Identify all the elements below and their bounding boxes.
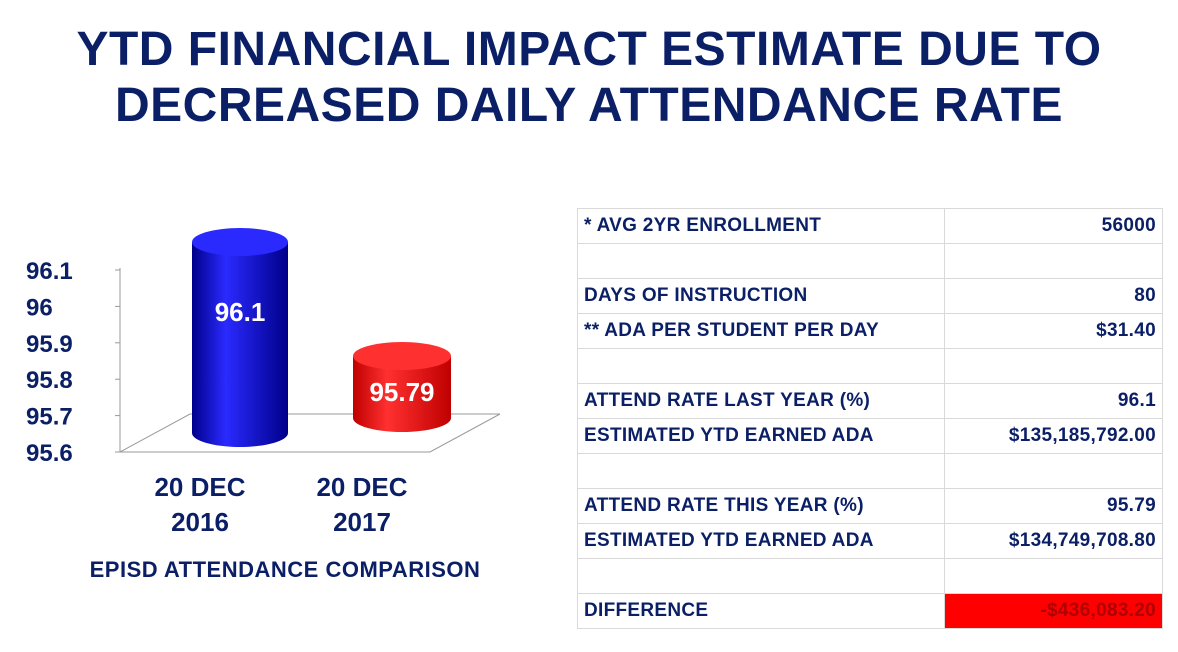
title-line-2: DECREASED DAILY ATTENDANCE RATE — [114, 79, 1064, 132]
row-label: DAYS OF INSTRUCTION — [577, 278, 945, 314]
chart-caption: EPISD ATTENDANCE COMPARISON — [89, 557, 481, 582]
table-row: DAYS OF INSTRUCTION 80 — [577, 278, 1163, 314]
bar-top-1 — [353, 342, 451, 370]
row-value: $31.40 — [944, 313, 1163, 349]
table-row: DIFFERENCE -$436,083.20 — [577, 593, 1163, 629]
row-label: ATTEND RATE THIS YEAR (%) — [577, 488, 945, 524]
table-row — [577, 453, 1163, 489]
category-label-1: 20 DEC — [316, 472, 407, 502]
data-label-1: 95.79 — [369, 377, 434, 407]
y-tick-label: 96.1 — [26, 258, 73, 285]
row-value: 95.79 — [944, 488, 1163, 524]
row-value — [944, 453, 1163, 489]
row-value: 80 — [944, 278, 1163, 314]
table-row — [577, 243, 1163, 279]
y-tick-label: 95.8 — [26, 367, 73, 394]
table-row: ATTEND RATE LAST YEAR (%) 96.1 — [577, 383, 1163, 419]
bar-0 — [192, 242, 288, 447]
title-line-1: YTD FINANCIAL IMPACT ESTIMATE DUE TO — [76, 23, 1102, 76]
row-label: ATTEND RATE LAST YEAR (%) — [577, 383, 945, 419]
bar-top-0 — [192, 228, 288, 256]
y-tick-label: 95.9 — [26, 331, 73, 358]
row-value: 96.1 — [944, 383, 1163, 419]
table-row: ATTEND RATE THIS YEAR (%) 95.79 — [577, 488, 1163, 524]
row-label: * AVG 2YR ENROLLMENT — [577, 208, 945, 244]
row-value: -$436,083.20 — [944, 593, 1163, 629]
row-label: DIFFERENCE — [577, 593, 945, 629]
row-value: $134,749,708.80 — [944, 523, 1163, 559]
table-row — [577, 348, 1163, 384]
category-label-0: 20 DEC — [154, 472, 245, 502]
y-tick-label: 96 — [26, 294, 53, 321]
row-value: $135,185,792.00 — [944, 418, 1163, 454]
attendance-chart-svg: 95.6 95.7 95.8 95.9 96 96.1 96.1 20 DEC 2016 95.7… — [26, 228, 501, 537]
category-label-0: 2016 — [171, 507, 229, 537]
table-row: ** ADA PER STUDENT PER DAY $31.40 — [577, 313, 1163, 349]
data-label-0: 96.1 — [215, 297, 266, 327]
y-tick-label: 95.6 — [26, 440, 73, 467]
row-label: ESTIMATED YTD EARNED ADA — [577, 523, 945, 559]
financial-table: * AVG 2YR ENROLLMENT 56000 DAYS OF INSTRUC… — [577, 208, 1163, 629]
attendance-chart: 95.6 95.7 95.8 95.9 96 96.1 96.1 20 DEC 2016 95.7… — [0, 190, 560, 610]
row-value: 56000 — [944, 208, 1163, 244]
table-row: ESTIMATED YTD EARNED ADA $134,749,708.80 — [577, 523, 1163, 559]
row-label — [577, 453, 945, 489]
row-value — [944, 243, 1163, 279]
row-value — [944, 558, 1163, 594]
table-row: * AVG 2YR ENROLLMENT 56000 — [577, 208, 1163, 244]
y-tick-label: 95.7 — [26, 404, 73, 431]
row-label — [577, 243, 945, 279]
bar-1 — [353, 356, 451, 432]
table-row — [577, 558, 1163, 594]
row-label: ** ADA PER STUDENT PER DAY — [577, 313, 945, 349]
table-row: ESTIMATED YTD EARNED ADA $135,185,792.00 — [577, 418, 1163, 454]
row-label — [577, 558, 945, 594]
page-title: YTD FINANCIAL IMPACT ESTIMATE DUE TO DEC… — [0, 22, 1178, 134]
row-label — [577, 348, 945, 384]
row-label: ESTIMATED YTD EARNED ADA — [577, 418, 945, 454]
row-value — [944, 348, 1163, 384]
category-label-1: 2017 — [333, 507, 391, 537]
